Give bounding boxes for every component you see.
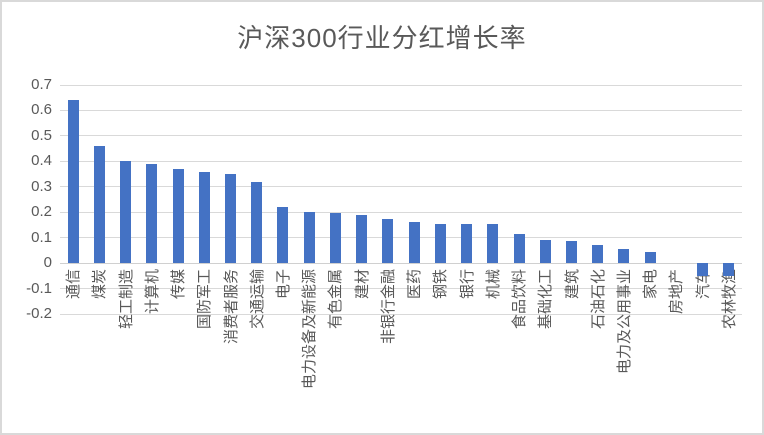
x-axis-category-label-text: 石油石化 — [589, 269, 607, 330]
gridline — [60, 313, 742, 315]
x-axis-category-label-text: 电力设备及新能源 — [301, 269, 319, 390]
x-axis-category-label-text: 传媒 — [170, 269, 188, 300]
bar — [592, 245, 604, 264]
bar — [382, 218, 394, 264]
x-axis-category-label-text: 电力及公用事业 — [615, 269, 633, 375]
bar — [566, 241, 577, 264]
y-axis-tick-label: 0 — [43, 254, 52, 272]
y-axis-tick-label: 0.6 — [31, 101, 52, 119]
x-axis-category-label-text: 农林牧渔 — [720, 269, 738, 330]
bar — [618, 249, 630, 264]
x-axis-category-label-text: 银行 — [458, 269, 476, 300]
bar — [146, 163, 158, 264]
bar — [513, 233, 525, 264]
x-axis-category-label-text: 交通运输 — [248, 269, 266, 330]
x-axis-category-label-text: 消费者服务 — [222, 269, 240, 345]
bar — [644, 251, 656, 264]
x-axis-category-label-text: 非银行金融 — [379, 269, 397, 345]
bar — [408, 222, 420, 264]
y-axis-tick-label: 0.2 — [31, 203, 52, 221]
x-axis-category-label-text: 房地产 — [668, 269, 686, 315]
y-axis-tick-label: -0.2 — [26, 305, 52, 322]
bar — [120, 161, 132, 264]
bar — [461, 223, 473, 264]
gridline — [60, 237, 742, 239]
bar — [697, 263, 709, 276]
x-axis-category-label-text: 电子 — [274, 269, 292, 300]
bar — [434, 223, 446, 264]
gridline — [60, 288, 742, 290]
bar — [356, 214, 368, 264]
bar — [723, 263, 735, 276]
gridline — [60, 135, 742, 137]
x-axis-category-label-text: 有色金属 — [327, 269, 345, 330]
chart-title: 沪深300行业分红增长率 — [237, 23, 527, 53]
y-axis-tick-label: -0.1 — [26, 279, 52, 297]
x-axis-category-label-text: 建筑 — [563, 269, 581, 300]
x-axis-category-label-text: 医药 — [406, 269, 424, 300]
x-axis-category-label-text: 煤炭 — [91, 269, 109, 300]
y-axis-tick-label: 0.1 — [31, 228, 52, 246]
y-axis-tick-label: 0.7 — [31, 76, 52, 93]
x-axis-category-label-text: 建材 — [353, 269, 371, 300]
x-axis-category-label-text: 基础化工 — [537, 269, 555, 330]
x-axis-category-label-text: 通信 — [65, 269, 83, 300]
bar — [277, 207, 289, 264]
x-axis-category-label-text: 国防军工 — [196, 269, 214, 330]
x-axis-category-label-text: 食品饮料 — [511, 269, 529, 330]
bar — [251, 181, 263, 264]
x-axis-category-label-text: 家电 — [642, 269, 660, 300]
gridline — [60, 160, 742, 162]
gridline — [60, 186, 742, 188]
bar — [539, 240, 551, 264]
x-axis-category-label-text: 机械 — [484, 269, 502, 300]
bar — [303, 212, 315, 264]
x-axis-category-label-text: 钢铁 — [432, 269, 450, 300]
bar — [172, 168, 184, 264]
y-axis-tick-label: 0.3 — [31, 177, 52, 195]
bar — [225, 174, 236, 264]
bar — [198, 171, 210, 264]
x-axis-category-label-text: 计算机 — [143, 269, 161, 315]
gridline — [60, 211, 742, 213]
gridline — [60, 109, 742, 111]
x-axis-line — [60, 262, 742, 264]
x-axis-category-label-text: 轻工制造 — [117, 269, 135, 330]
bar — [67, 100, 79, 264]
y-axis-tick-label: 0.4 — [31, 152, 52, 170]
gridline — [60, 84, 742, 86]
bar — [329, 213, 341, 264]
bar — [93, 146, 105, 264]
bar — [487, 223, 499, 264]
y-axis-tick-label: 0.5 — [31, 126, 52, 144]
